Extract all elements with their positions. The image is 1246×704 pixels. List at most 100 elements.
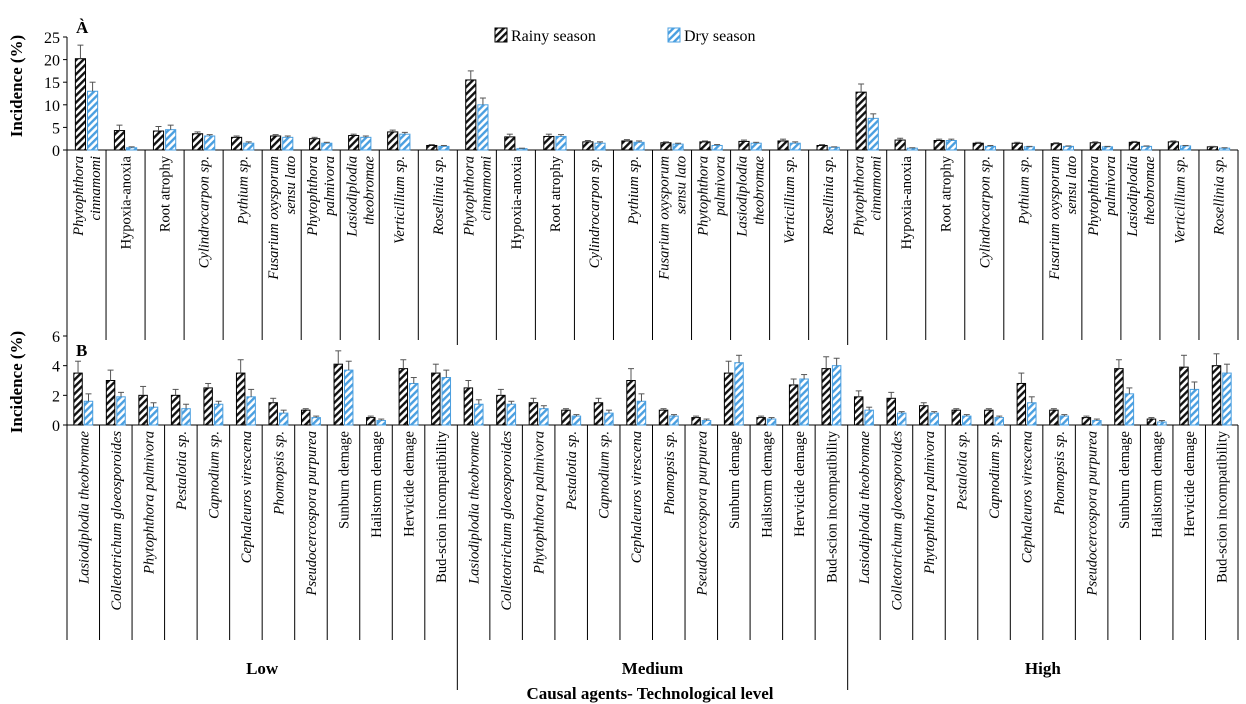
category-label-line: Fusarium oxysporum (657, 156, 673, 281)
bar-rainy (1049, 409, 1059, 426)
category-label: Hervicide demage (1182, 431, 1198, 537)
category-label-line: Phytophthora palmivora (141, 431, 157, 575)
category-label-line: theobromae (361, 155, 377, 224)
category-label: Hypoxia-anoxia (119, 155, 135, 249)
bar-dry (984, 145, 996, 151)
bar-dry (343, 369, 354, 426)
category-label: Hervicide demage (402, 431, 418, 537)
category-label-line: Hervicide demage (1182, 431, 1198, 537)
category-label: Colletotrichum gloeosporoides (499, 431, 515, 611)
bar-rainy (756, 417, 766, 426)
bar-dry (438, 145, 450, 151)
bar-rainy (658, 409, 669, 426)
bar-rainy (152, 130, 165, 151)
category-label: Capnodium sp. (597, 431, 613, 519)
category-label-line: Fusarium oxysporum (266, 156, 282, 281)
category-label: Rosellinia sp. (821, 156, 837, 236)
category-label: Phytophthorapalmivora (1086, 156, 1119, 237)
bar-dry (213, 403, 224, 426)
bar-dry (1218, 147, 1231, 151)
y-tick-label: 10 (44, 98, 60, 115)
bar-dry (711, 144, 723, 151)
bar-dry (409, 382, 419, 426)
category-label: Hailstorm demage (369, 431, 385, 538)
category-label-line: sensu lato (674, 156, 690, 214)
bar-dry (789, 142, 801, 151)
category-label: Cylindrocarpon sp. (197, 156, 213, 268)
bar-rainy (699, 141, 711, 151)
bar-rainy (73, 372, 83, 426)
category-label-line: Phomopsis sp. (1052, 431, 1068, 516)
category-label-line: Sunburn demage (336, 431, 352, 529)
bar-rainy (431, 372, 441, 426)
category-label-line: Phytophthora palmivora (922, 431, 938, 575)
category-label: Pseudocercospora purpurea (694, 431, 710, 596)
category-label-line: Pestalotia sp. (955, 431, 971, 511)
category-label-line: Rosellinia sp. (431, 156, 447, 236)
category-label-line: Cylindrocarpon sp. (197, 156, 213, 268)
x-axis-title: Causal agents- Technological level (527, 684, 774, 703)
bar-rainy (496, 394, 506, 426)
bar-dry (734, 362, 744, 426)
bar-rainy (426, 144, 438, 151)
category-label: Lasiodiplodia theobromae (857, 430, 873, 584)
bar-dry (604, 412, 614, 426)
category-label-line: Lasiodiplodia (344, 156, 360, 238)
category-label: Phytophthora palmivora (141, 431, 157, 575)
category-label: Colletotrichum gloeosporoides (109, 431, 125, 611)
bar-dry (516, 148, 528, 151)
category-label: Phytophthora palmivora (922, 431, 938, 575)
category-label: Lasiodiplodiatheobromae (735, 155, 768, 237)
category-label: Phytophthoracinnamomi (852, 156, 885, 237)
category-label: Sunburn demage (1117, 431, 1133, 529)
category-label-line: Hypoxia-anoxia (899, 155, 915, 249)
category-label-line: Hypoxia-anoxia (509, 155, 525, 249)
category-label-line: Verticillium sp. (1172, 156, 1188, 244)
category-label-line: Phytophthora (71, 156, 87, 237)
category-label: Pythium sp. (626, 156, 642, 225)
bar-dry (148, 406, 159, 426)
category-label-line: Phytophthora (696, 156, 712, 237)
category-label: Root atrophy (548, 155, 564, 232)
legend: Rainy season Dry season (494, 27, 756, 45)
bar-dry (555, 135, 567, 151)
category-label: Capnodium sp. (206, 431, 222, 519)
bar-rainy (268, 402, 278, 426)
bar-rainy (984, 409, 994, 426)
bar-rainy (1167, 141, 1179, 151)
bar-rainy (1050, 143, 1062, 151)
legend-label-dry: Dry season (684, 28, 756, 45)
bar-rainy (465, 79, 477, 151)
category-label: Bud-scion incompatibility (1215, 430, 1231, 583)
bar-rainy (1089, 142, 1101, 151)
bar-dry (1062, 145, 1074, 151)
bar-rainy (1128, 141, 1140, 151)
bar-rainy (235, 372, 246, 426)
bar-dry (441, 377, 452, 426)
category-label: Cylindrocarpon sp. (977, 156, 993, 268)
category-label: Phomopsis sp. (271, 431, 287, 516)
category-label: Fusarium oxysporumsensu lato (266, 156, 299, 281)
y-tick-label: 4 (52, 359, 60, 376)
group-label-high: High (1025, 659, 1061, 678)
category-label-line: Colletotrichum gloeosporoides (889, 431, 905, 611)
bar-dry (636, 400, 647, 426)
bar-rainy (203, 387, 213, 426)
bar-dry (1222, 372, 1232, 426)
category-label-line: Colletotrichum gloeosporoides (109, 431, 125, 611)
bar-rainy (738, 140, 750, 151)
category-label: Pseudocercospora purpurea (1085, 431, 1101, 596)
category-label-line: sensu lato (283, 156, 299, 214)
bar-rainy (528, 402, 539, 426)
category-label: Pythium sp. (236, 156, 252, 225)
category-label-line: Bud-scion incompatibility (1215, 430, 1231, 583)
bar-rainy (105, 380, 116, 426)
bar-rainy (348, 135, 360, 151)
category-label: Lasiodiplodiatheobromae (344, 155, 377, 237)
category-label: Cephaleuros virescena (629, 431, 645, 563)
bar-rainy (398, 368, 409, 426)
bar-dry (87, 90, 99, 151)
category-label: Cephaleuros virescena (239, 431, 255, 563)
category-label-line: Hailstorm demage (759, 431, 775, 538)
